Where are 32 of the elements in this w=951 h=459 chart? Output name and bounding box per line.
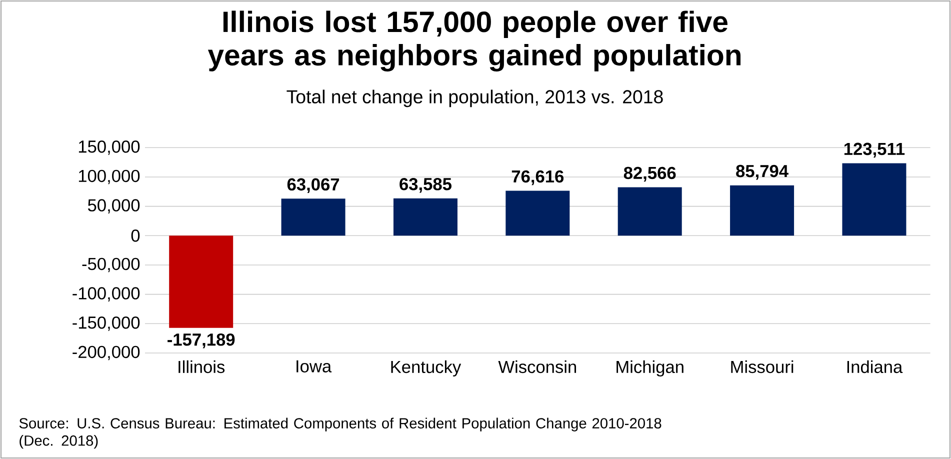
data-label: 123,511 bbox=[844, 142, 905, 158]
y-tick-label: -200,000 bbox=[72, 346, 140, 360]
chart-subtitle: Total net change in population, 2013 vs. 2018 bbox=[286, 90, 663, 108]
y-tick-label: 100,000 bbox=[78, 170, 140, 184]
x-tick-label: Illinois bbox=[178, 360, 225, 374]
bar bbox=[842, 163, 906, 236]
data-label: 76,616 bbox=[512, 170, 564, 186]
data-label: 82,566 bbox=[624, 166, 676, 182]
y-tick-label: 50,000 bbox=[88, 199, 140, 214]
bar bbox=[618, 187, 682, 236]
x-tick-label: Kentucky bbox=[391, 360, 462, 377]
data-label: 85,794 bbox=[736, 164, 788, 180]
bar bbox=[281, 198, 346, 236]
x-tick-label: Missouri bbox=[731, 360, 794, 374]
data-label: -157,189 bbox=[168, 333, 235, 348]
bar bbox=[393, 198, 458, 236]
y-tick-label: 150,000 bbox=[78, 140, 140, 155]
data-label: 63,585 bbox=[400, 178, 452, 193]
chart-title: Illinois lost 157,000 people over five years as neighbors gained population bbox=[208, 10, 740, 72]
x-tick-label: Iowa bbox=[296, 360, 332, 372]
data-label: 63,067 bbox=[287, 178, 340, 194]
x-tick-label: Wisconsin bbox=[498, 360, 576, 374]
bar bbox=[730, 185, 794, 236]
x-tick-label: Michigan bbox=[616, 360, 684, 377]
y-tick-label: -50,000 bbox=[82, 258, 140, 272]
x-tick-label: Indiana bbox=[847, 360, 903, 374]
y-tick-label: 0 bbox=[131, 230, 140, 242]
y-tick-label: -100,000 bbox=[72, 287, 140, 302]
bar bbox=[169, 236, 234, 328]
bar bbox=[506, 190, 570, 236]
source-note: Source: U.S. Census Bureau: Estimated Components of Resident Population Change 2010-2018 (Dec. 2018) bbox=[19, 418, 662, 449]
y-tick-label: -150,000 bbox=[72, 316, 140, 331]
